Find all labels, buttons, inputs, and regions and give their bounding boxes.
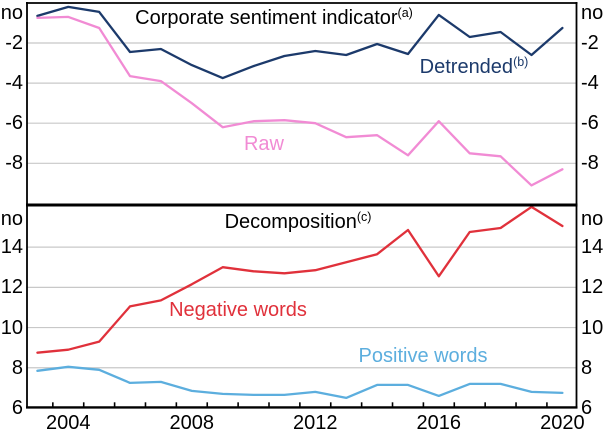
y-axis-tick-label-right: -4: [581, 72, 599, 95]
series-line-negative-words: [36, 205, 564, 354]
series-label-detrended-note: (b): [513, 55, 529, 69]
series-label-detrended: Detrended(b): [419, 55, 529, 81]
y-axis-tick-label-left: -4: [5, 72, 23, 95]
panel2-title: Decomposition(c): [224, 210, 372, 236]
unit-label-top-right: no: [581, 1, 603, 24]
y-axis-tick-label-left: -6: [5, 112, 23, 135]
series-label-detrended-text: Detrended: [419, 56, 514, 78]
series-line-detrended: [36, 5, 564, 80]
y-axis-tick-label-left: -2: [5, 32, 23, 54]
x-axis-tick-label: 2004: [46, 412, 91, 434]
panel1-title-text: Corporate sentiment indicator: [135, 7, 398, 29]
panel2-title-text: Decomposition: [224, 211, 357, 233]
y-axis-tick-label-left: 8: [11, 356, 23, 379]
y-axis-tick-label-left: 14: [0, 236, 23, 259]
y-axis-tick-label-right: 6: [581, 397, 593, 419]
y-axis-tick-label-right: 8: [581, 356, 593, 379]
y-axis-tick-label-left: -8: [5, 152, 23, 175]
y-axis-tick-label-right: -2: [581, 32, 599, 54]
panel1-title: Corporate sentiment indicator(a): [135, 6, 413, 32]
unit-label-top-left: no: [0, 1, 23, 24]
y-axis-tick-label-right: 14: [581, 236, 603, 259]
series-label-raw: Raw: [243, 133, 285, 155]
series-label-positive-words: Positive words: [358, 345, 488, 367]
series-line-raw: [36, 15, 564, 187]
series-label-negative-words: Negative words: [169, 299, 307, 321]
panel1-title-note: (a): [397, 6, 413, 20]
y-axis-tick-label-right: -6: [581, 112, 599, 135]
y-axis-tick-label-right: 12: [581, 276, 603, 299]
y-axis-tick-label-left: 12: [0, 276, 23, 299]
panel2-title-note: (c): [356, 210, 372, 224]
series-line-positive-words: [36, 365, 564, 400]
x-axis-tick-label: 2012: [293, 412, 338, 434]
y-axis-tick-label-left: 10: [0, 316, 23, 339]
x-axis-tick-label: 2020: [540, 412, 585, 434]
y-axis-tick-label-left: 6: [11, 397, 23, 419]
x-axis-tick-label: 2016: [416, 412, 462, 434]
y-axis-tick-label-right: -8: [581, 152, 599, 175]
x-axis-tick-label: 2008: [169, 412, 215, 434]
y-axis-tick-label-right: 10: [581, 316, 603, 339]
unit-label-bottom-left: no: [0, 207, 23, 230]
unit-label-bottom-right: no: [581, 207, 603, 230]
